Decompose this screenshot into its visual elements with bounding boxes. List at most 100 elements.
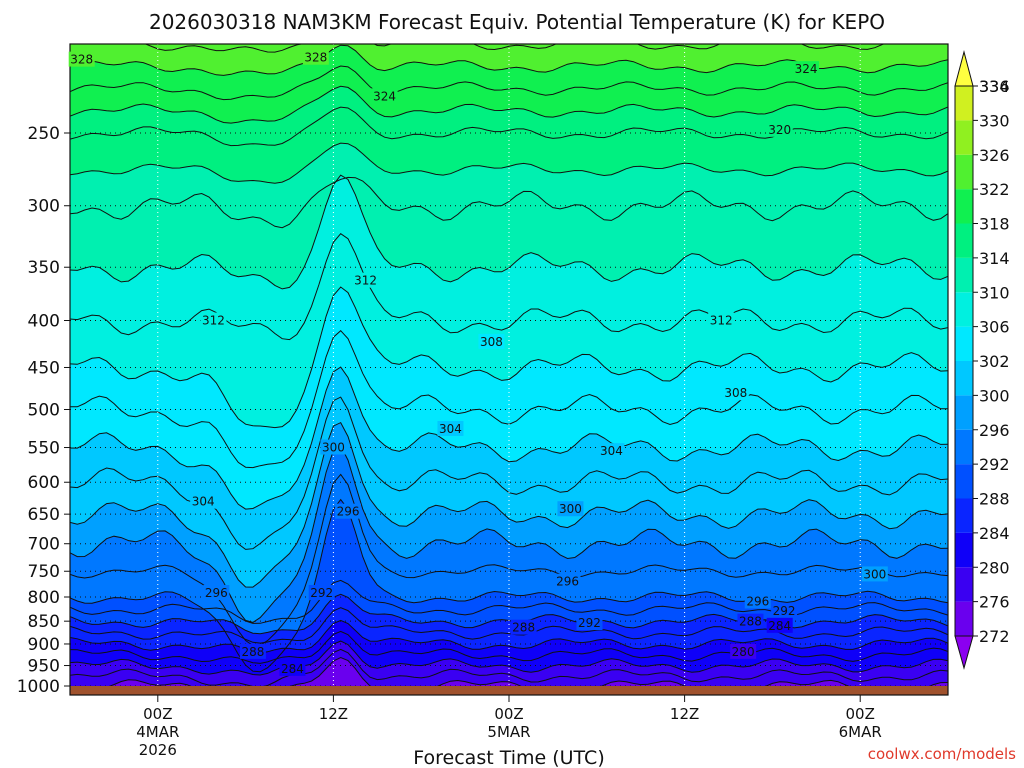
contour-label-4: 320 [768, 123, 791, 137]
colorbar-swatch-330 [955, 86, 973, 121]
contour-label-bg-16 [335, 503, 362, 519]
contour-300 [70, 445, 948, 623]
ytick-label-350: 350 [28, 258, 60, 278]
colorbar-label-326: 326 [979, 146, 1010, 165]
contour-296 [70, 498, 948, 673]
contour-label-1: 328 [304, 51, 327, 65]
contour-label-8: 308 [480, 335, 503, 349]
contour-label-bg-1 [302, 49, 329, 65]
xtick-label-2: 00Z [494, 705, 523, 723]
xtick-date-4: 6MAR [839, 723, 882, 741]
xtick-label-3: 12Z [670, 705, 699, 723]
contour-label-22: 292 [773, 604, 796, 618]
contour-label-17: 296 [205, 586, 228, 600]
contour-label-10: 304 [439, 422, 462, 436]
contour-label-bg-21 [576, 615, 603, 631]
contour-label-bg-3 [793, 61, 820, 77]
contour-label-13: 300 [322, 441, 345, 455]
ytick-label-1000: 1000 [17, 677, 60, 697]
contour-label-15: 300 [863, 567, 886, 581]
contour-label-26: 288 [241, 645, 264, 659]
colorbar-label-284: 284 [979, 524, 1010, 543]
colorbar-swatch-292 [955, 429, 973, 465]
plot-area [70, 44, 948, 686]
colorbar-swatch-296 [955, 395, 973, 430]
colorbar-label-306: 306 [979, 318, 1010, 337]
contour-316 [70, 176, 948, 229]
ytick-label-400: 400 [28, 311, 60, 331]
colorbar-label-292: 292 [979, 455, 1010, 474]
contour-labels: 328 328 324 324 320 312 312 312 308 308 304 304 304 3… [68, 49, 888, 676]
ytick-label-850: 850 [28, 612, 60, 632]
colorbar-label-296: 296 [979, 421, 1010, 440]
contour-label-25: 284 [768, 619, 791, 633]
colorbar-label-310: 310 [979, 283, 1010, 302]
contour-294 [70, 579, 948, 624]
xtick-date-0: 4MAR [136, 723, 179, 741]
contour-label-bg-4 [766, 121, 793, 137]
colorbar-label-322: 322 [979, 180, 1010, 199]
contour-label-27: 284 [281, 662, 304, 676]
contour-label-bg-22 [771, 603, 798, 619]
contour-label-20: 292 [310, 586, 333, 600]
contour-label-21: 292 [578, 616, 601, 630]
contour-label-5: 312 [202, 313, 225, 327]
ytick-label-900: 900 [28, 635, 60, 655]
contour-label-bg-5 [200, 312, 227, 328]
colorbar-swatch-314 [955, 223, 973, 258]
ytick-label-250: 250 [28, 124, 60, 144]
contour-label-bg-25 [766, 617, 793, 633]
ytick-label-950: 950 [28, 657, 60, 677]
fill-band-280 [110, 657, 948, 686]
contour-290 [70, 607, 948, 644]
colorbar-swatch-310 [955, 257, 973, 293]
colorbar-label-330: 330 [979, 111, 1010, 130]
colorbar-swatch-326 [955, 120, 973, 155]
contour-label-bg-23 [510, 619, 537, 635]
contour-label-bg-27 [279, 660, 306, 676]
ytick-label-300: 300 [28, 197, 60, 217]
y-axis: 250 300 350 400 450 500 550 600 650 700 750 800 850 9… [17, 124, 70, 697]
contour-284 [70, 640, 948, 676]
contour-280 [77, 656, 948, 686]
ytick-label-800: 800 [28, 588, 60, 608]
colorbar-label-280: 280 [979, 558, 1010, 577]
ytick-label-450: 450 [28, 358, 60, 378]
contour-lines [70, 44, 948, 686]
ground-terrain-strip [70, 686, 948, 695]
contour-label-3: 324 [795, 62, 818, 76]
contour-302 [70, 421, 948, 588]
xtick-label-1: 12Z [319, 705, 348, 723]
colorbar-swatch-272 [955, 601, 973, 636]
contour-282 [70, 648, 948, 686]
contour-label-bg-10 [437, 420, 464, 436]
contour-label-bg-13 [320, 439, 347, 455]
colorbar-swatch-318 [955, 189, 973, 224]
ytick-label-500: 500 [28, 401, 60, 421]
colorbar-label-334: 334 [979, 77, 1010, 96]
contour-label-bg-24 [737, 613, 764, 629]
colorbar-label-314: 314 [979, 249, 1010, 268]
colorbar-swatch-306 [955, 292, 973, 327]
colorbar-label-288: 288 [979, 490, 1010, 509]
contour-label-16: 296 [337, 505, 360, 519]
colorbar-swatch-288 [955, 464, 973, 499]
colorbar-swatch-300 [955, 361, 973, 396]
ytick-label-750: 750 [28, 562, 60, 582]
ytick-label-700: 700 [28, 535, 60, 555]
contour-288 [70, 619, 948, 654]
contour-label-bg-17 [203, 584, 230, 600]
contour-label-bg-18 [554, 573, 581, 589]
chart-title: 2026030318 NAM3KM Forecast Equiv. Potent… [149, 10, 885, 34]
contour-label-19: 296 [746, 594, 769, 608]
colorbar-label-272: 272 [979, 627, 1010, 646]
colorbar-swatch-302 [955, 326, 973, 361]
contour-label-bg-15 [861, 566, 888, 582]
contour-label-12: 304 [192, 495, 215, 509]
contour-label-bg-28 [730, 643, 757, 659]
contour-label-bg-8 [478, 333, 505, 349]
colorbar-swatch-276 [955, 567, 973, 602]
xtick-label-0: 00Z [143, 705, 172, 723]
